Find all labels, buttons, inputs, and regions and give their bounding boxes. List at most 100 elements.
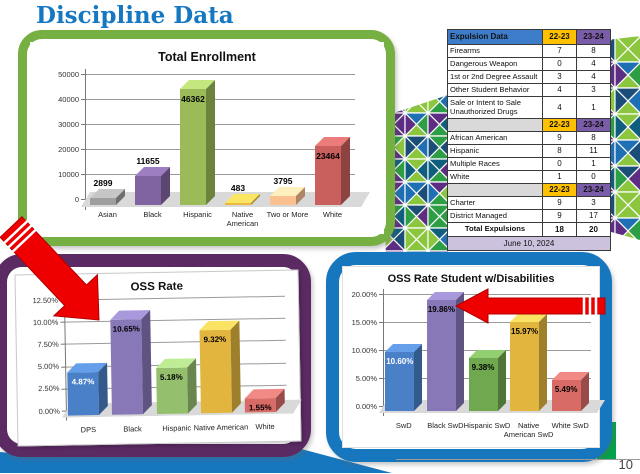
table-cell: Other Student Behavior [447, 83, 543, 97]
table-cell: 22-23 [542, 183, 577, 197]
table-date-row: June 10, 2024 [447, 236, 611, 251]
category-label-asian: Asian [98, 210, 117, 219]
table-cell: African American [447, 131, 543, 145]
table-cell: Hispanic [447, 144, 543, 158]
table-cell: White [447, 170, 543, 184]
table-cell: 4 [542, 96, 577, 119]
axis-tick [379, 350, 383, 351]
bar-black [135, 175, 161, 205]
category-label-white: White [255, 421, 275, 432]
category-label-white: White [322, 210, 343, 219]
chart-title: OSS Rate Student w/Disabilities [387, 273, 555, 285]
expulsion-data-table: Expulsion Data 22-23 23-24 Firearms 7 8 Danger… [447, 29, 611, 251]
category-label-native-american: Native American [226, 210, 259, 228]
y-tick-label: 0.00% [38, 406, 60, 416]
table-cell: 9 [542, 196, 577, 210]
table-header-col1: 22-23 [542, 29, 577, 45]
table-cell: 11 [576, 144, 611, 158]
table-cell: District Managed [447, 209, 543, 223]
value-label-hispanic: 5.18% [159, 372, 183, 382]
y-tick-label: 20.00% [351, 289, 377, 299]
axis-tick [81, 74, 85, 75]
bar-native-american [225, 203, 251, 205]
value-label-native-american: 483 [230, 183, 246, 193]
table-row: Multiple Races 0 1 [447, 157, 611, 171]
y-tick-label: 10000 [58, 169, 79, 179]
page-title: Discipline Data [36, 2, 234, 29]
gridline [85, 149, 355, 150]
value-label-black: 11655 [136, 155, 160, 166]
category-label-black-swd: Black SwD [427, 421, 464, 430]
table-divider-row: 22-23 23-24 [447, 183, 611, 197]
value-label-native-american: 9.32% [203, 335, 227, 345]
y-tick-label: 30000 [58, 119, 79, 129]
table-row: Sale or Intent to Sale Unauthorized Drug… [447, 96, 611, 119]
bar-black-swd [426, 299, 456, 411]
table-cell: 0 [542, 157, 577, 171]
y-tick-label: 7.50% [37, 339, 59, 349]
category-label-swd: SwD [395, 421, 412, 430]
axis-tick [81, 174, 85, 175]
gridline [85, 74, 355, 75]
value-label-white: 1.55% [248, 403, 272, 413]
bar-hispanic-swd [468, 358, 498, 411]
table-cell: 4 [542, 83, 577, 97]
gridline [85, 124, 355, 125]
value-label-black-swd: 19.86% [427, 304, 455, 314]
table-header-col2: 23-24 [576, 29, 611, 45]
axis-tick [379, 322, 383, 323]
y-tick-label: 5.00% [355, 373, 377, 383]
axis-tick [81, 124, 85, 125]
y-tick-label: 20000 [58, 144, 79, 154]
table-cell: 8 [576, 44, 611, 58]
table-cell: 20 [576, 222, 611, 237]
table-cell [447, 118, 543, 132]
table-cell: 18 [542, 222, 577, 237]
table-cell: 0 [576, 170, 611, 184]
y-tick-label: 40000 [58, 94, 79, 104]
value-label-native-american-swd: 15.97% [511, 326, 539, 336]
footer-divider-line [396, 459, 640, 460]
table-cell: 23-24 [576, 118, 611, 132]
table-total-row: Total Expulsions 18 20 [447, 222, 611, 237]
bar-white-swd [551, 380, 581, 411]
oss-rate-swd-chart: OSS Rate Student w/Disabilities 20.00% 15.… [342, 266, 600, 448]
expulsion-table: Expulsion Data 22-23 23-24 Firearms 7 8 Danger… [447, 29, 611, 251]
table-cell: 3 [576, 83, 611, 97]
bar-white [315, 146, 341, 205]
red-arrow-horizontal [454, 288, 606, 324]
value-label-black: 10.65% [112, 324, 140, 335]
table-row: White 1 0 [447, 170, 611, 184]
table-cell: 8 [576, 131, 611, 145]
table-header-label: Expulsion Data [447, 29, 543, 45]
axis-tick [81, 199, 85, 200]
total-enrollment-chart: Total Enrollment 50000 40000 30000 20000 1000… [30, 42, 384, 234]
table-cell: 1 [542, 170, 577, 184]
category-label-native-american-swd: Native American SwD [503, 421, 554, 439]
bar-asian [90, 197, 116, 205]
bar-native-american-swd [510, 321, 540, 411]
table-row: Charter 9 3 [447, 196, 611, 210]
value-label-dps: 4.87% [71, 376, 95, 387]
bar-two-or-more [270, 195, 296, 205]
table-cell: 8 [542, 144, 577, 158]
table-cell [447, 183, 543, 197]
y-tick-label: 15.00% [351, 317, 377, 327]
table-row: Other Student Behavior 4 3 [447, 83, 611, 97]
table-row: 1st or 2nd Degree Assault 3 4 [447, 70, 611, 84]
table-cell: Total Expulsions [447, 222, 543, 237]
table-cell: 4 [576, 57, 611, 71]
axis-tick [379, 294, 383, 295]
table-cell: 4 [576, 70, 611, 84]
table-row: Firearms 7 8 [447, 44, 611, 58]
chart-title: Total Enrollment [158, 50, 256, 64]
table-cell: Multiple Races [447, 157, 543, 171]
table-cell: Charter [447, 196, 543, 210]
axis-tick [81, 99, 85, 100]
table-cell: 23-24 [576, 183, 611, 197]
axis-tick [379, 406, 383, 407]
value-label-two-or-more: 3795 [273, 175, 293, 186]
table-cell: 1 [576, 96, 611, 119]
red-arrow-diagonal [0, 215, 100, 321]
